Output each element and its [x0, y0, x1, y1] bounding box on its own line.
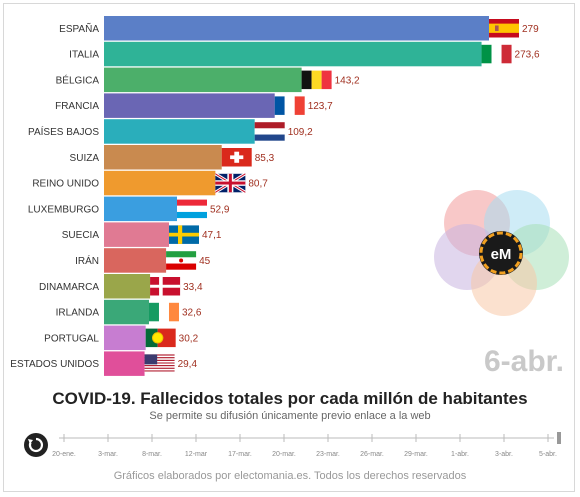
timeline-tick-label: 12-mar — [185, 451, 208, 458]
value-label: 85,3 — [255, 153, 275, 164]
timeline-handle — [557, 432, 561, 444]
category-label: SUIZA — [70, 153, 100, 164]
category-label: IRLANDA — [56, 308, 100, 319]
timeline-tick-label: 20-ene. — [52, 451, 76, 458]
timeline-tick-label: 3-mar. — [98, 451, 118, 458]
bar — [104, 222, 169, 247]
belgium-flag — [301, 70, 332, 90]
bar — [104, 41, 482, 67]
electomania-logo: eM — [434, 190, 569, 316]
value-label: 52,9 — [210, 204, 230, 215]
denmark-flag — [150, 277, 181, 296]
timeline-tick-label: 1-abr. — [451, 451, 469, 458]
category-label: LUXEMBURGO — [28, 204, 99, 215]
value-label: 32,6 — [182, 308, 202, 319]
category-label: ESTADOS UNIDOS — [10, 359, 99, 370]
chart-subtitle: Se permite su difusión únicamente previo… — [149, 410, 431, 422]
value-label: 123,7 — [308, 101, 333, 112]
timeline-tick-label: 8-mar. — [142, 451, 162, 458]
category-label: DINAMARCA — [39, 282, 99, 293]
value-label: 80,7 — [248, 179, 268, 190]
timeline-tick-label: 5-abr. — [539, 451, 557, 458]
category-label: FRANCIA — [55, 101, 99, 112]
timeline-tick-label: 3-abr. — [495, 451, 513, 458]
category-label: REINO UNIDO — [32, 179, 99, 190]
value-label: 33,4 — [183, 282, 203, 293]
switzerland-flag — [221, 148, 252, 167]
bar — [104, 145, 222, 170]
value-label: 143,2 — [335, 75, 360, 86]
timeline-tick-label: 17-mar. — [228, 451, 252, 458]
bar — [104, 299, 149, 325]
timeline-tick-label: 29-mar. — [404, 451, 428, 458]
ireland-flag — [148, 302, 179, 322]
bar — [104, 93, 275, 118]
bar — [104, 274, 151, 299]
category-label: PORTUGAL — [44, 333, 99, 344]
footer-credit: Gráficos elaborados por electomania.es. … — [113, 470, 467, 482]
category-label: ITALIA — [69, 50, 99, 61]
uk-flag — [214, 172, 247, 194]
luxembourg-flag — [176, 199, 207, 219]
value-label: 45 — [199, 256, 211, 267]
bar — [104, 67, 302, 93]
france-flag — [274, 96, 305, 115]
iran-flag — [166, 251, 197, 270]
value-label: 47,1 — [202, 230, 222, 241]
bar — [104, 351, 145, 376]
portugal-flag — [145, 328, 176, 348]
value-label: 30,2 — [179, 333, 199, 344]
chart-frame: eM ESPAÑA 279 ITALIA 273,6 BÉLGICA 143,2 FRANCI… — [3, 3, 575, 492]
timeline-tick-label: 20-mar. — [272, 451, 296, 458]
category-label: PAÍSES BAJOS — [28, 125, 99, 138]
usa-flag — [144, 354, 175, 373]
value-label: 279 — [522, 24, 539, 35]
replay-button[interactable] — [24, 433, 48, 457]
bar — [104, 16, 489, 41]
logo-text: eM — [491, 246, 512, 263]
category-label: IRÁN — [75, 254, 99, 267]
bar — [104, 119, 255, 144]
timeline-tick-label: 23-mar. — [316, 451, 340, 458]
category-label: ESPAÑA — [59, 22, 99, 35]
value-label: 29,4 — [178, 359, 198, 370]
replay-icon — [28, 437, 44, 453]
netherlands-flag — [254, 122, 285, 141]
timeline-tick-label: 26-mar. — [360, 451, 384, 458]
bar — [104, 196, 177, 222]
value-label: 273,6 — [515, 50, 540, 61]
bar — [104, 248, 167, 273]
chart-title: COVID-19. Fallecidos totales por cada mi… — [52, 389, 528, 408]
bar-chart: eM ESPAÑA 279 ITALIA 273,6 BÉLGICA 143,2 FRANCI… — [10, 16, 569, 458]
bar — [104, 170, 216, 196]
category-label: BÉLGICA — [56, 73, 100, 86]
bar — [104, 325, 146, 351]
category-label: SUECIA — [62, 230, 100, 241]
spain-flag — [489, 19, 519, 38]
italy-flag — [481, 44, 512, 64]
current-date-label: 6-abr. — [483, 345, 564, 378]
sweden-flag — [168, 225, 199, 244]
timeline-axis: 20-ene. 3-mar. 8-mar. 12-mar 17-mar. 20-mar. 2… — [52, 432, 561, 458]
value-label: 109,2 — [288, 127, 313, 138]
